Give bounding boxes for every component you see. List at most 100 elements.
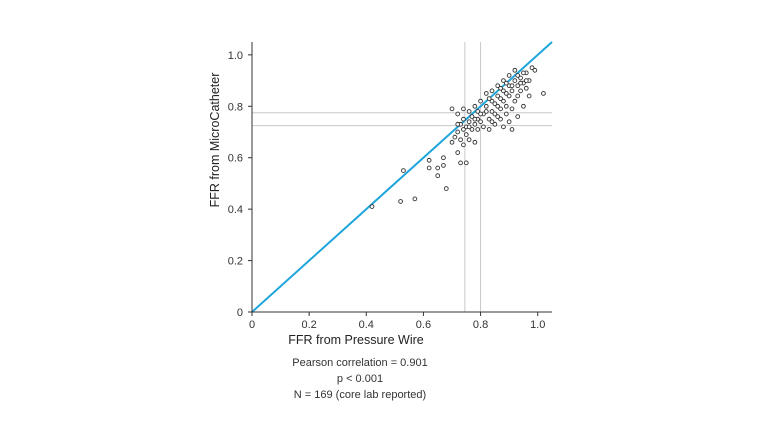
data-point	[518, 88, 523, 94]
data-point	[486, 96, 492, 101]
data-points	[369, 65, 546, 209]
data-point	[452, 134, 458, 140]
data-point	[492, 101, 498, 107]
data-point	[521, 103, 526, 109]
data-point	[458, 137, 463, 143]
pearson-correlation: Pearson correlation = 0.901	[292, 357, 428, 369]
data-point	[449, 139, 455, 145]
y-tick-label: 0	[237, 307, 243, 319]
data-point	[529, 65, 535, 71]
y-tick-label: 0.8	[228, 101, 243, 113]
data-point	[441, 163, 446, 168]
x-tick-label: 0.8	[473, 319, 488, 331]
x-axis-ticks: 0 0.2 0.4 0.6 0.8 1.0	[249, 312, 545, 331]
data-point	[506, 119, 512, 125]
data-point	[455, 121, 461, 127]
data-point	[466, 119, 472, 125]
y-tick-label: 0.2	[228, 256, 243, 268]
x-tick-label: 0.2	[301, 319, 316, 331]
data-point	[489, 109, 495, 114]
data-point	[466, 137, 472, 143]
reference-lines	[252, 42, 552, 312]
data-point	[426, 157, 432, 163]
data-point	[515, 83, 521, 89]
data-point	[509, 88, 515, 94]
y-axis-title: FFR from MicroCatheter	[208, 73, 222, 208]
data-point	[441, 155, 446, 161]
data-point	[472, 116, 478, 122]
data-point	[443, 186, 449, 191]
data-point	[469, 127, 475, 132]
data-point	[461, 116, 466, 122]
data-point	[541, 91, 546, 96]
data-point	[369, 204, 375, 209]
data-point	[498, 106, 503, 112]
data-point	[478, 111, 483, 117]
data-point	[478, 119, 483, 125]
data-point	[486, 127, 492, 132]
data-point	[483, 91, 489, 96]
data-point	[509, 83, 515, 89]
data-point	[449, 106, 455, 112]
data-point	[512, 98, 518, 104]
data-point	[495, 83, 501, 89]
data-point	[512, 67, 518, 73]
data-point	[435, 165, 441, 171]
data-point	[501, 88, 506, 94]
data-point	[492, 121, 498, 127]
data-point	[486, 116, 492, 122]
data-point	[489, 88, 495, 94]
data-point	[472, 121, 478, 127]
data-point	[523, 85, 529, 91]
data-point	[412, 196, 418, 202]
data-point	[515, 114, 521, 119]
data-point	[521, 70, 526, 76]
data-point	[523, 78, 529, 83]
x-axis-title: FFR from Pressure Wire	[288, 333, 423, 347]
data-point	[495, 93, 501, 99]
data-point	[466, 124, 472, 130]
data-point	[461, 106, 466, 112]
data-point	[506, 73, 512, 78]
data-point	[481, 124, 486, 130]
data-point	[461, 127, 466, 132]
data-point	[512, 78, 518, 83]
data-point	[498, 85, 503, 91]
data-point	[483, 109, 489, 114]
data-point	[518, 75, 523, 81]
data-point	[498, 96, 503, 101]
data-point	[509, 127, 515, 132]
data-point	[503, 91, 509, 96]
data-point	[478, 98, 483, 104]
data-point	[501, 78, 506, 83]
data-point	[455, 150, 461, 155]
y-tick-label: 0.4	[228, 204, 243, 216]
data-point	[461, 142, 466, 148]
data-point	[501, 98, 506, 104]
data-point	[492, 111, 498, 117]
sample-size: N = 169 (core lab reported)	[293, 389, 427, 401]
data-point	[503, 80, 509, 86]
data-point	[398, 199, 403, 204]
data-point	[515, 73, 521, 78]
data-point	[532, 67, 538, 73]
x-tick-label: 0.4	[359, 319, 374, 331]
x-tick-label: 0	[249, 319, 255, 331]
data-point	[435, 173, 441, 179]
data-point	[463, 160, 469, 166]
y-axis-ticks: 0 0.2 0.4 0.6 0.8 1.0	[228, 50, 252, 319]
data-point	[455, 129, 461, 135]
data-point	[489, 98, 495, 104]
data-point	[463, 132, 469, 137]
data-point	[489, 119, 495, 125]
data-point	[475, 109, 481, 114]
data-point	[498, 116, 503, 122]
data-point	[503, 111, 509, 117]
p-value: p < 0.001	[336, 373, 384, 385]
data-point	[472, 139, 478, 145]
data-point	[518, 80, 523, 86]
data-point	[455, 111, 461, 117]
x-tick-label: 1.0	[530, 319, 545, 331]
y-tick-label: 1.0	[228, 50, 243, 62]
